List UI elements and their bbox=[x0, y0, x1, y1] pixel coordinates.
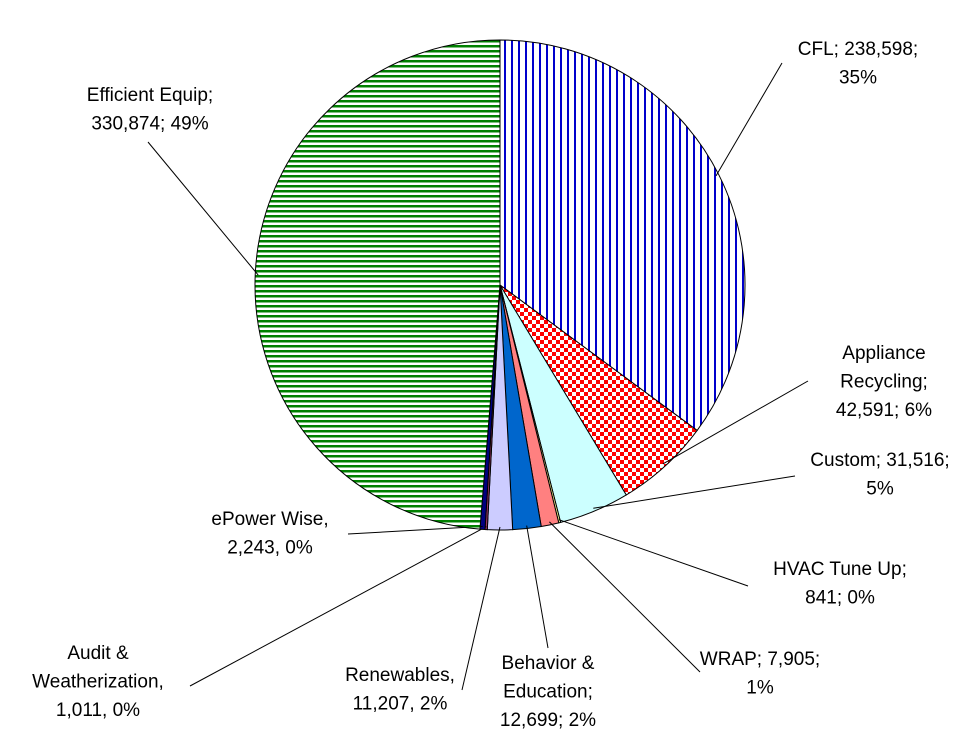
slice-label: 2,243, 0% bbox=[227, 538, 313, 559]
slice-label: ePower Wise, bbox=[211, 509, 328, 530]
slice-label: 11,207, 2% bbox=[353, 694, 448, 715]
slice-label: 42,591; 6% bbox=[836, 400, 932, 421]
leader-line bbox=[593, 475, 796, 509]
slice-label: Efficient Equip; bbox=[87, 85, 213, 106]
leader-line bbox=[549, 521, 701, 673]
slice-label: Renewables, bbox=[345, 665, 455, 686]
slice-label: 5% bbox=[866, 479, 894, 500]
slice-label: Recycling; bbox=[840, 372, 928, 393]
slice-label: Custom; 31,516; bbox=[810, 450, 949, 471]
leader-line bbox=[147, 141, 259, 276]
pie-slice bbox=[254, 39, 501, 530]
slice-label: CFL; 238,598; bbox=[798, 39, 918, 60]
leader-line bbox=[662, 380, 809, 465]
slice-label: HVAC Tune Up; bbox=[773, 559, 907, 580]
slice-label: 1% bbox=[746, 678, 774, 699]
slice-label: 330,874; 49% bbox=[91, 114, 208, 135]
slice-label: 841; 0% bbox=[805, 588, 875, 609]
leader-line bbox=[526, 525, 549, 649]
slice-label: Behavior & bbox=[502, 653, 595, 674]
leader-line bbox=[715, 62, 783, 177]
slice-label: 35% bbox=[839, 68, 877, 89]
slice-label: Weatherization, bbox=[32, 672, 164, 693]
leader-line bbox=[189, 526, 487, 687]
leader-line bbox=[347, 525, 483, 535]
slice-label: Audit & bbox=[67, 643, 129, 664]
leader-line bbox=[558, 519, 749, 587]
slice-label: 12,699; 2% bbox=[500, 710, 596, 731]
slice-label: Appliance bbox=[842, 343, 925, 364]
slice-label: Education; bbox=[503, 682, 593, 703]
leader-line bbox=[461, 526, 501, 691]
pie-slice bbox=[499, 39, 746, 432]
slice-label: 1,011, 0% bbox=[56, 700, 140, 721]
slice-label: WRAP; 7,905; bbox=[700, 649, 820, 670]
